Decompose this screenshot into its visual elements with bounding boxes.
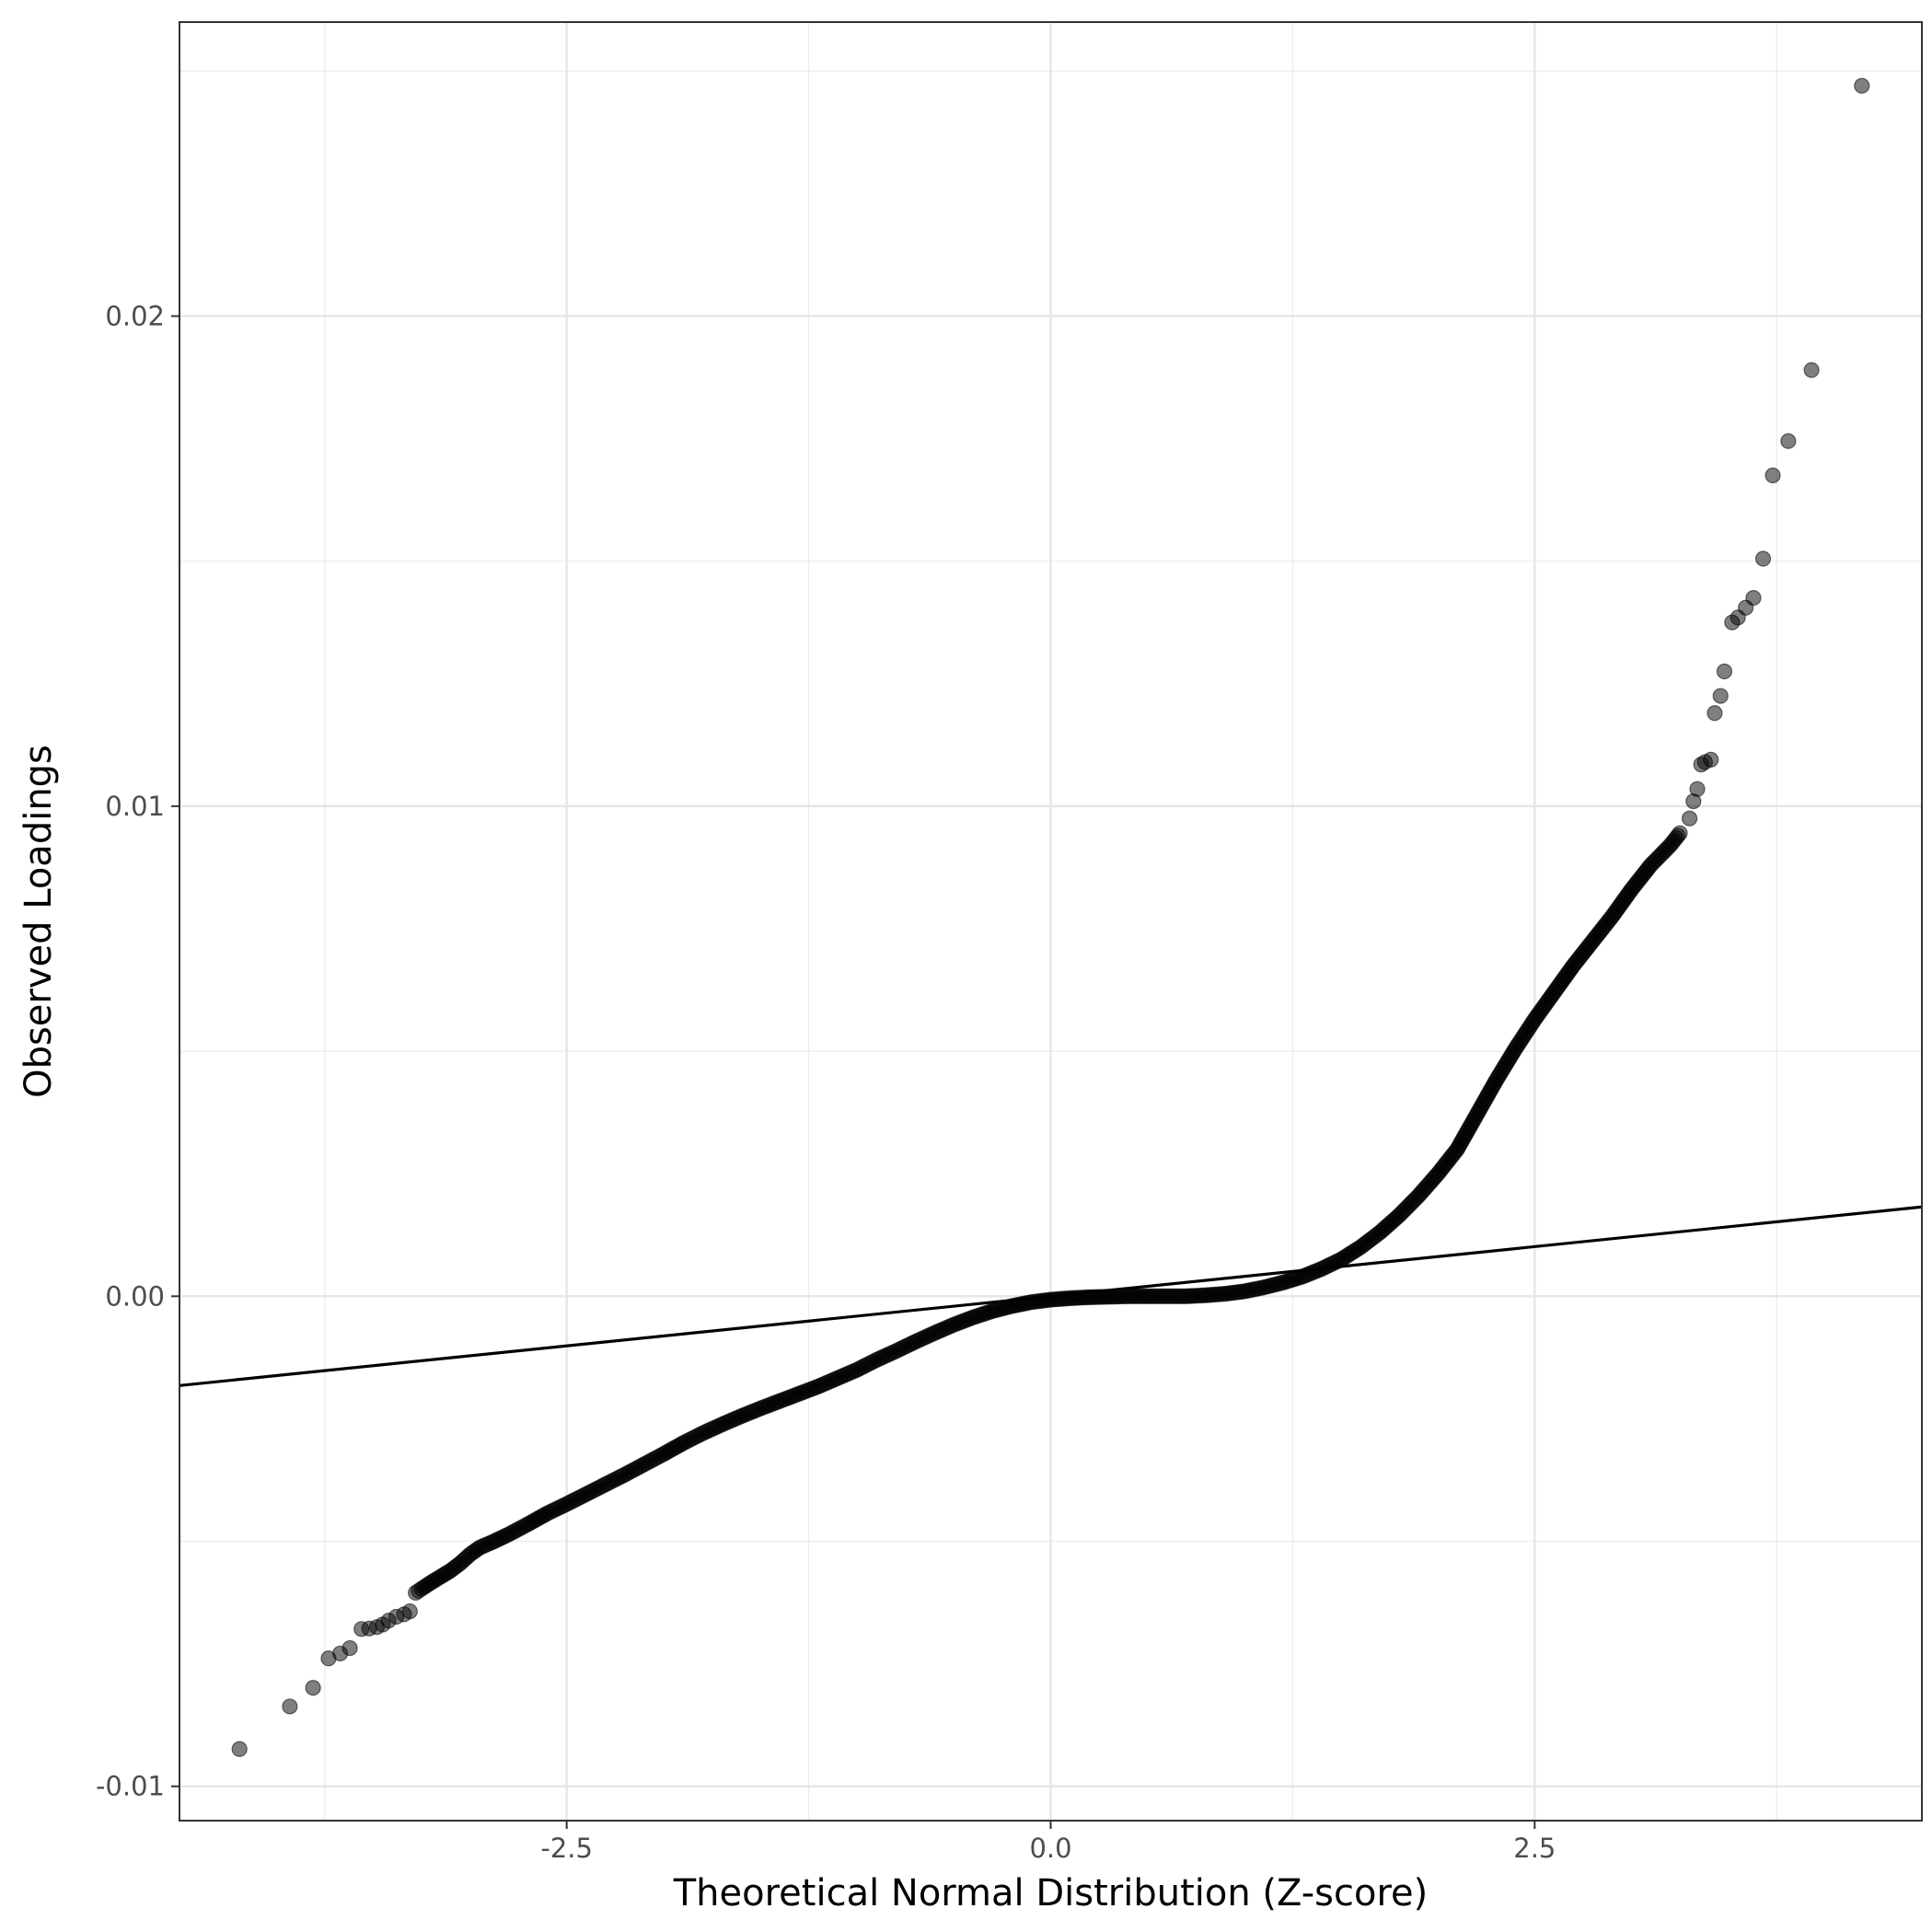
y-tick-label: 0.02 [105,300,165,331]
y-axis-ticks: -0.01 0.00 0.01 0.02 [96,300,179,1802]
x-tick-label: 2.5 [1513,1833,1556,1864]
y-tick-label: 0.01 [105,791,165,822]
data-point [1689,781,1706,797]
y-tick-label: -0.01 [96,1771,165,1802]
data-point [1703,751,1719,768]
data-point [231,1741,248,1757]
data-point [1681,810,1698,827]
x-axis-ticks: -2.5 0.0 2.5 [540,1821,1556,1864]
x-tick-label: -2.5 [540,1833,593,1864]
data-point [1745,589,1762,607]
x-tick-label: 0.0 [1029,1833,1071,1864]
y-tick-label: 0.00 [105,1280,165,1312]
data-point [1764,467,1781,484]
data-point [1716,663,1733,680]
data-point [1672,825,1688,841]
data-point [1706,705,1723,722]
x-axis-title: Theoretical Normal Distribution (Z-score… [673,1872,1429,1915]
data-point [1712,688,1729,704]
data-point [1780,433,1797,449]
data-points [231,77,1870,1757]
data-point [401,1603,418,1620]
data-point [282,1698,298,1715]
data-point [341,1639,358,1657]
data-point [305,1680,321,1696]
y-axis-title: Observed Loadings [17,745,60,1098]
data-point [1803,362,1820,378]
data-point [1854,77,1870,94]
data-point [1754,550,1772,567]
